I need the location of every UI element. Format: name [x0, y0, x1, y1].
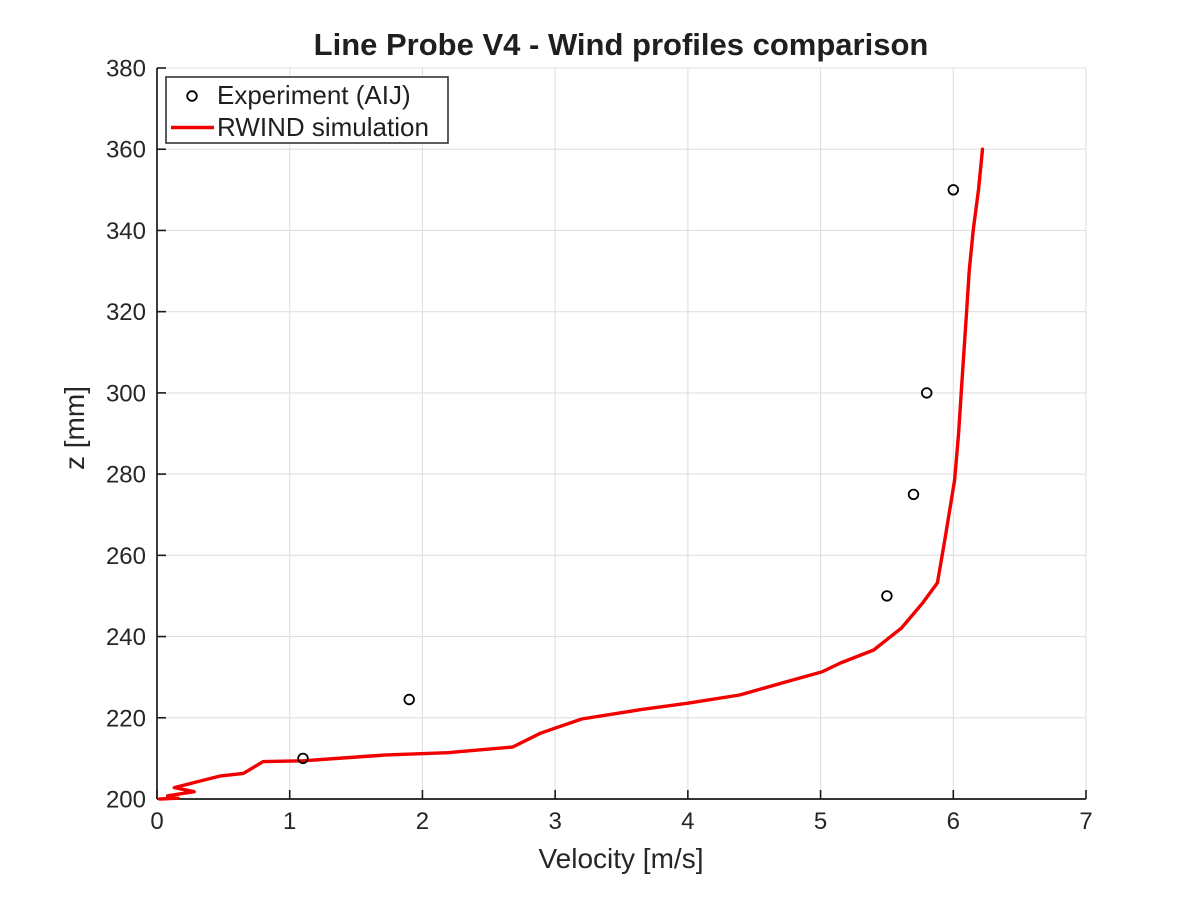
experiment-data-point — [881, 590, 893, 602]
gridlines — [157, 67, 1087, 799]
y-tick-label: 340 — [106, 218, 146, 245]
x-tick-label: 0 — [150, 808, 163, 835]
legend-label-rwind: RWIND simulation — [217, 112, 429, 142]
y-tick-label: 240 — [106, 624, 146, 651]
axes — [156, 68, 1086, 800]
y-tick-label: 380 — [106, 56, 146, 83]
rwind-simulation-line — [157, 147, 985, 801]
y-tick-label: 220 — [106, 705, 146, 732]
y-tick-label: 200 — [106, 787, 146, 814]
x-tick-label: 4 — [681, 808, 694, 835]
y-tick-label: 300 — [106, 380, 146, 407]
chart-title: Line Probe V4 - Wind profiles comparison — [314, 27, 929, 62]
experiment-data-point — [907, 488, 920, 501]
x-tick-label: 5 — [814, 808, 827, 835]
experiment-data-point — [921, 387, 933, 399]
y-tick-label: 360 — [106, 137, 146, 164]
rwind-line-series — [157, 147, 985, 801]
y-tick-labels: 200 220 240 260 280 300 320 340 360 380 — [106, 56, 146, 814]
y-tick-label: 320 — [106, 299, 146, 326]
x-tick-label: 3 — [548, 808, 561, 835]
y-tick-label: 280 — [106, 462, 146, 489]
legend-open-circle-marker — [186, 90, 198, 102]
x-tick-label: 1 — [283, 808, 296, 835]
x-tick-label: 7 — [1079, 808, 1092, 835]
legend-box — [165, 76, 449, 144]
x-tick-labels: 0 1 2 3 4 5 6 7 — [150, 808, 1092, 835]
y-tick-label: 260 — [106, 543, 146, 570]
tick-marks — [156, 67, 1087, 800]
x-tick-label: 6 — [947, 808, 960, 835]
y-axis-label: z [mm] — [59, 386, 90, 470]
experiment-scatter-series — [297, 184, 960, 765]
legend-label-experiment: Experiment (AIJ) — [217, 80, 411, 110]
x-axis-label: Velocity [m/s] — [539, 843, 704, 874]
experiment-data-point — [297, 752, 309, 765]
experiment-data-point — [403, 693, 415, 706]
x-tick-label: 2 — [416, 808, 429, 835]
legend: Experiment (AIJ) RWIND simulation — [165, 76, 449, 144]
experiment-data-point — [947, 184, 960, 196]
